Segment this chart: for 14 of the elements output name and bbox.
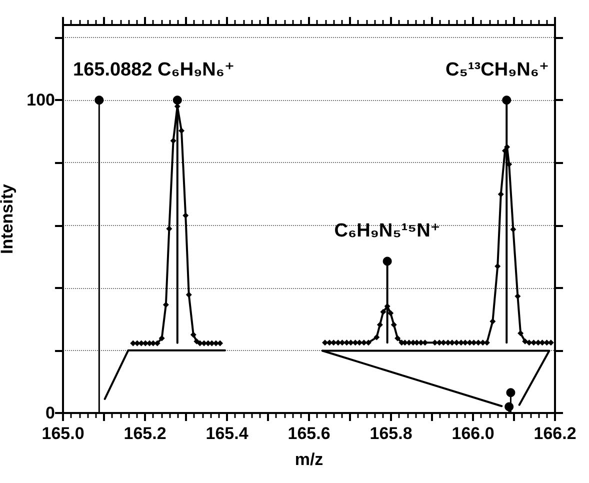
- x-tick-label: 166.2: [534, 424, 576, 443]
- annotation: C₆H₉N₅¹⁵N⁺: [334, 220, 440, 242]
- x-tick-label: 165.4: [206, 424, 249, 443]
- x-tick-label: 165.0: [42, 424, 84, 443]
- annotation: 165.0882 C₆H₉N₆⁺: [73, 60, 235, 81]
- annotation: C₅¹³CH₉N₆⁺: [446, 60, 550, 81]
- x-tick-label: 166.0: [452, 424, 494, 443]
- x-axis-title: m/z: [294, 450, 324, 469]
- y-axis-title: Intensity: [0, 184, 17, 254]
- x-tick-label: 165.6: [288, 424, 330, 443]
- x-tick-label: 165.8: [370, 424, 412, 443]
- y-tick-label: 100: [26, 90, 55, 110]
- x-tick-label: 165.2: [124, 424, 166, 443]
- y-tick-label: 0: [46, 404, 55, 422]
